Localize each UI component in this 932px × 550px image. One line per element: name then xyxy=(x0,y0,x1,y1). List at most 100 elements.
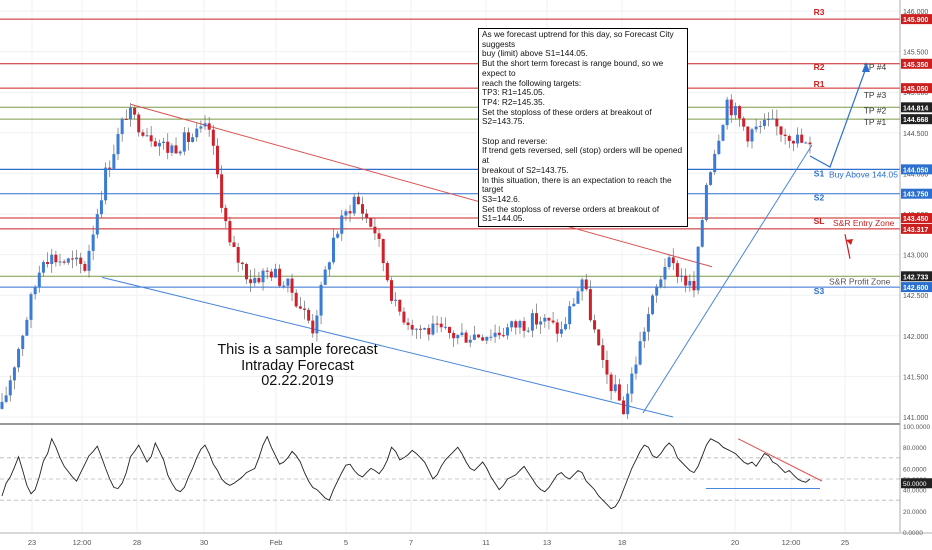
candle-body xyxy=(439,323,443,328)
trend-channel-lines xyxy=(101,103,813,418)
level-label: SL xyxy=(814,216,825,226)
candle-body xyxy=(406,322,410,326)
price-tag xyxy=(901,58,932,69)
candle-body xyxy=(729,99,733,116)
price-tag-label: 143.750 xyxy=(903,192,928,199)
candle-body xyxy=(522,321,526,331)
candle-body xyxy=(153,141,157,147)
candle-body xyxy=(767,118,771,120)
candle-body xyxy=(348,211,352,214)
candle-body xyxy=(145,135,149,137)
candle-body xyxy=(294,292,298,307)
candle-body xyxy=(452,333,456,339)
price-tick-label: 141.000 xyxy=(903,415,928,422)
candle-body xyxy=(688,280,692,286)
candle-body xyxy=(518,321,522,328)
candle-body xyxy=(460,332,464,335)
candle-body xyxy=(21,335,25,350)
candle-body xyxy=(83,263,87,271)
candle-body xyxy=(597,329,601,346)
candle-body xyxy=(613,384,617,392)
oscillator-tick-label: 0.0000 xyxy=(903,530,923,537)
candle-body xyxy=(75,257,79,260)
note-line: In this situation, there is an expectati… xyxy=(482,174,672,195)
candle-body xyxy=(191,137,195,142)
candle-body xyxy=(787,136,791,141)
candle-body xyxy=(141,132,145,136)
price-tag xyxy=(901,213,932,224)
oscillator-panel xyxy=(0,423,932,510)
candle-body xyxy=(381,238,385,264)
candle-body xyxy=(659,279,663,287)
candle-body xyxy=(580,279,584,292)
time-tick-label: 23 xyxy=(28,538,36,547)
candle-body xyxy=(551,320,555,323)
price-tick-label: 141.500 xyxy=(903,374,928,381)
candle-body xyxy=(70,258,74,260)
candle-body xyxy=(133,107,137,115)
candle-body xyxy=(41,261,45,273)
candle-body xyxy=(186,132,190,142)
candle-body xyxy=(539,321,543,325)
candle-body xyxy=(344,211,348,216)
price-tag xyxy=(901,282,932,293)
candle-body xyxy=(369,217,373,227)
candle-body xyxy=(713,153,717,173)
candle-body xyxy=(642,331,646,342)
candle-body xyxy=(530,313,534,331)
oscillator-tick-label: 40.0000 xyxy=(903,488,927,495)
level-label: TP #3 xyxy=(864,90,887,100)
candle-body xyxy=(398,299,402,312)
price-tick-label: 144.500 xyxy=(903,131,928,138)
note-line: S3=142.6. xyxy=(482,193,521,204)
candle-body xyxy=(261,270,265,283)
candle-body xyxy=(365,213,369,218)
candle-body xyxy=(377,233,381,239)
candle-body xyxy=(431,323,435,335)
support-resistance-levels: R3 R2 R1 TP #4 TP #3 TP #2 TP #1 S1 S2 SL S3 Buy Ab… xyxy=(0,7,900,296)
candle-body xyxy=(54,254,58,263)
candle-body xyxy=(58,261,62,263)
candle-body xyxy=(497,332,501,336)
candle-body xyxy=(46,261,50,265)
candle-body xyxy=(327,262,331,270)
candle-body xyxy=(323,269,327,285)
time-tick-label: 25 xyxy=(841,538,849,547)
candle-body xyxy=(236,247,240,263)
candle-body xyxy=(414,328,418,330)
candle-body xyxy=(704,184,708,221)
caption-line-3: 02.22.2019 xyxy=(261,373,334,389)
note-line: reach the following targets: xyxy=(482,77,582,88)
note-line: Set the stoploss of these orders at brea… xyxy=(482,106,652,127)
candle-body xyxy=(224,207,228,222)
price-tag-label: 142.733 xyxy=(903,274,928,281)
candle-body xyxy=(352,196,356,214)
candle-body xyxy=(468,339,472,343)
candle-body xyxy=(95,214,99,235)
price-tag-label: 144.668 xyxy=(903,117,928,124)
candle-body xyxy=(286,278,290,286)
candle-body xyxy=(501,335,505,337)
candle-body xyxy=(162,141,166,144)
candle-body xyxy=(477,334,481,338)
candle-body xyxy=(232,242,236,248)
price-tag-label: 144.050 xyxy=(903,167,928,174)
candle-body xyxy=(253,277,257,284)
candle-body xyxy=(402,311,406,323)
candle-body xyxy=(485,336,489,341)
note-line: Stop and reverse: xyxy=(482,135,548,146)
candle-body xyxy=(79,257,83,264)
candle-body xyxy=(124,118,128,120)
candle-body xyxy=(514,321,518,328)
candle-body xyxy=(634,364,638,374)
candle-body xyxy=(373,226,377,234)
candle-body xyxy=(319,284,323,316)
candle-body xyxy=(315,315,319,334)
candle-body xyxy=(493,332,497,337)
time-tick-label: 28 xyxy=(133,538,141,547)
time-tick-label: 20 xyxy=(731,538,739,547)
candle-body xyxy=(108,167,112,169)
level-label: TP #4 xyxy=(864,62,887,72)
candle-body xyxy=(547,317,551,321)
